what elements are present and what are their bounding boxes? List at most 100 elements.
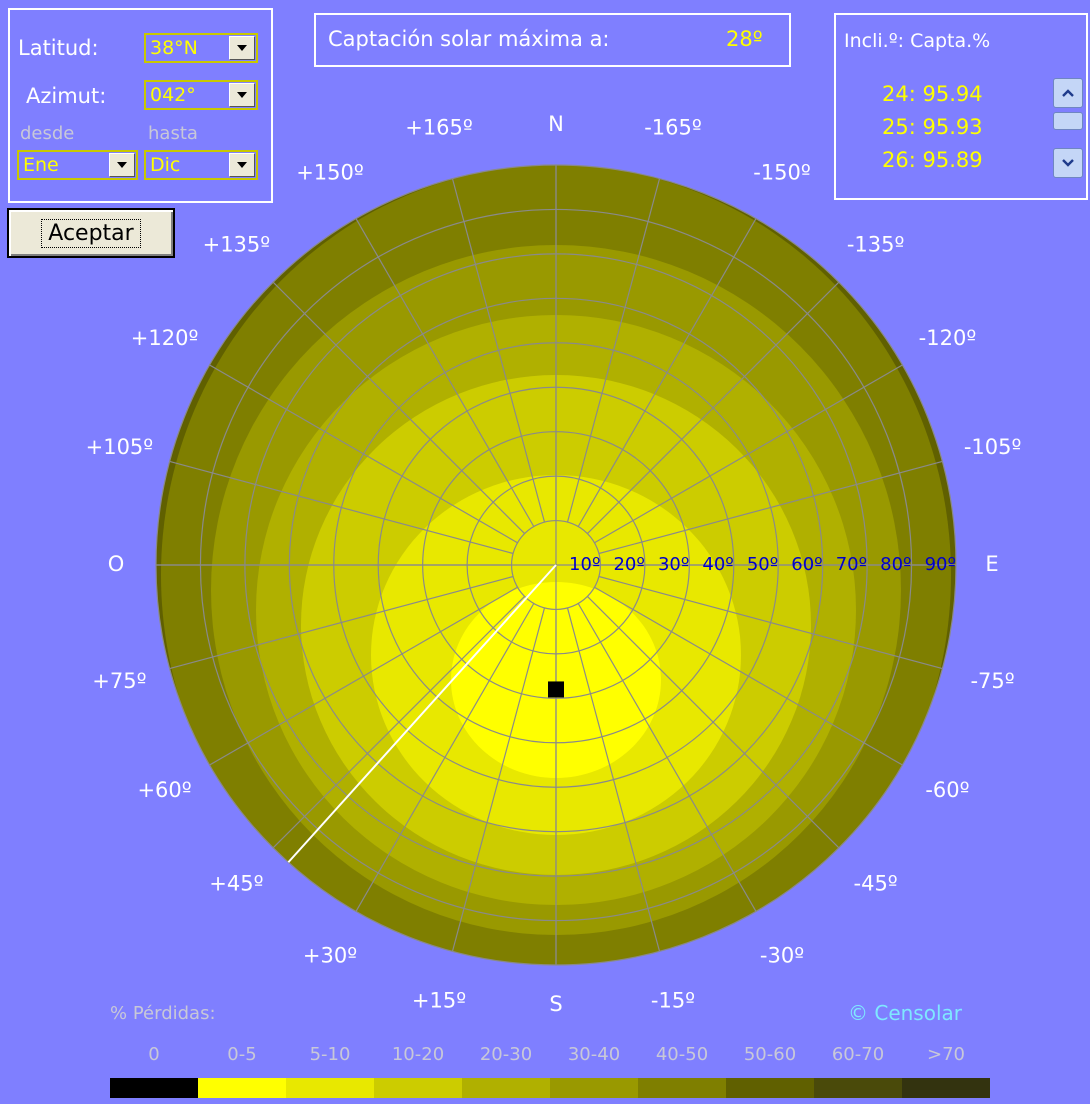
azimuth-spoke bbox=[272, 281, 525, 534]
azimuth-label: -30º bbox=[760, 943, 804, 967]
tilt-ring bbox=[244, 253, 868, 877]
azimuth-spoke bbox=[209, 586, 518, 766]
azimuth-label: +45º bbox=[209, 872, 263, 896]
legend-label: 50-60 bbox=[743, 1044, 797, 1065]
chevron-down-icon[interactable] bbox=[229, 153, 255, 177]
azimuth-label: -135º bbox=[847, 232, 905, 256]
azimuth-spoke bbox=[209, 364, 518, 544]
legend-label: 60-70 bbox=[831, 1044, 885, 1065]
to-month-value: Dic bbox=[150, 154, 181, 176]
legend-swatch bbox=[814, 1078, 902, 1098]
scroll-thumb[interactable] bbox=[1053, 112, 1083, 130]
azimuth-label: -165º bbox=[644, 115, 702, 139]
list-item[interactable]: 25: 95.93 bbox=[882, 115, 983, 139]
azimuth-spoke bbox=[272, 596, 525, 849]
legend-swatch bbox=[374, 1078, 462, 1098]
azimuth-label: +150º bbox=[296, 161, 364, 185]
latitude-label: Latitud: bbox=[18, 36, 99, 60]
input-panel bbox=[8, 8, 273, 203]
chevron-up-icon bbox=[1062, 89, 1074, 97]
loss-band bbox=[451, 582, 661, 778]
tilt-ring bbox=[510, 519, 602, 611]
tilt-ring bbox=[199, 208, 913, 922]
to-month-select[interactable]: Dic bbox=[144, 150, 258, 180]
azimuth-label: -150º bbox=[753, 161, 811, 185]
legend-label: 30-40 bbox=[567, 1044, 621, 1065]
to-label: hasta bbox=[148, 123, 198, 144]
azimuth-spoke bbox=[594, 586, 903, 766]
azimuth-label: -15º bbox=[651, 989, 695, 1013]
max-capture-panel bbox=[314, 13, 791, 67]
legend-label: 5-10 bbox=[309, 1044, 351, 1065]
azimuth-spoke bbox=[451, 607, 546, 952]
legend-label: 0 bbox=[148, 1044, 160, 1065]
orientation-label-east: E bbox=[985, 552, 998, 576]
azimuth-label: -60º bbox=[925, 778, 969, 802]
loss-band bbox=[211, 245, 901, 935]
tilt-label: 80º bbox=[880, 554, 911, 575]
azimuth-spoke bbox=[587, 596, 840, 849]
azimuth-spoke bbox=[587, 281, 840, 534]
max-capture-label: Captación solar máxima a: bbox=[328, 27, 610, 51]
from-month-select[interactable]: Ene bbox=[17, 150, 138, 180]
azimuth-spoke bbox=[598, 575, 943, 670]
legend-swatch bbox=[462, 1078, 550, 1098]
legend-swatch bbox=[110, 1078, 198, 1098]
tilt-label: 70º bbox=[836, 554, 867, 575]
tilt-ring bbox=[155, 164, 957, 966]
legend-label: 10-20 bbox=[391, 1044, 445, 1065]
loss-band bbox=[301, 375, 811, 875]
azimuth-spoke bbox=[594, 364, 903, 544]
azimuth-label: +75º bbox=[92, 669, 146, 693]
azimuth-label: -75º bbox=[970, 669, 1014, 693]
chevron-down-icon[interactable] bbox=[109, 153, 135, 177]
azimuth-select[interactable]: 042° bbox=[144, 80, 258, 110]
latitude-select[interactable]: 38°N bbox=[144, 33, 258, 63]
legend-swatch bbox=[902, 1078, 990, 1098]
azimuth-label: +165º bbox=[405, 115, 473, 139]
tilt-label: 90º bbox=[925, 554, 956, 575]
list-item[interactable]: 26: 95.89 bbox=[882, 148, 983, 172]
accept-button-label: Aceptar bbox=[41, 218, 141, 248]
azimuth-spoke bbox=[169, 575, 514, 670]
azimuth-spoke bbox=[566, 607, 661, 952]
legend-title: % Pérdidas: bbox=[110, 1003, 216, 1024]
legend-swatch bbox=[286, 1078, 374, 1098]
legend-label: >70 bbox=[927, 1044, 965, 1065]
tilt-ring bbox=[288, 297, 824, 833]
azimuth-value: 042° bbox=[150, 84, 196, 106]
legend-swatch bbox=[198, 1078, 286, 1098]
azimuth-label: +30º bbox=[303, 943, 357, 967]
orientation-label-north: N bbox=[548, 112, 564, 136]
accept-button[interactable]: Aceptar bbox=[7, 208, 175, 258]
azimuth-label: +105º bbox=[86, 435, 154, 459]
chevron-down-icon[interactable] bbox=[229, 36, 255, 60]
azimuth-line bbox=[287, 564, 557, 863]
azimuth-label: -105º bbox=[964, 435, 1022, 459]
tilt-ring bbox=[377, 386, 735, 744]
list-item[interactable]: 24: 95.94 bbox=[882, 82, 983, 106]
azimuth-spoke bbox=[566, 178, 661, 523]
optimum-marker bbox=[548, 681, 564, 698]
tilt-label: 10º bbox=[569, 554, 600, 575]
legend-swatch bbox=[638, 1078, 726, 1098]
from-label: desde bbox=[20, 123, 75, 144]
azimuth-spoke bbox=[355, 218, 535, 527]
chevron-down-icon bbox=[1062, 159, 1074, 167]
scroll-down-button[interactable] bbox=[1053, 148, 1083, 178]
max-capture-value: 28º bbox=[726, 27, 763, 51]
orientation-label-west: O bbox=[108, 552, 125, 576]
orientation-label-south: S bbox=[549, 992, 562, 1016]
from-month-value: Ene bbox=[23, 154, 59, 176]
scroll-up-button[interactable] bbox=[1053, 78, 1083, 108]
tilt-label: 50º bbox=[747, 554, 778, 575]
tilt-ring bbox=[466, 475, 646, 655]
loss-band bbox=[161, 165, 951, 965]
chevron-down-icon[interactable] bbox=[229, 83, 255, 107]
tilt-label: 30º bbox=[658, 554, 689, 575]
legend-label: 0-5 bbox=[227, 1044, 257, 1065]
azimuth-spoke bbox=[169, 460, 514, 555]
tilt-ring bbox=[422, 431, 690, 699]
azimuth-label: +60º bbox=[137, 778, 191, 802]
tilt-label: 60º bbox=[791, 554, 822, 575]
